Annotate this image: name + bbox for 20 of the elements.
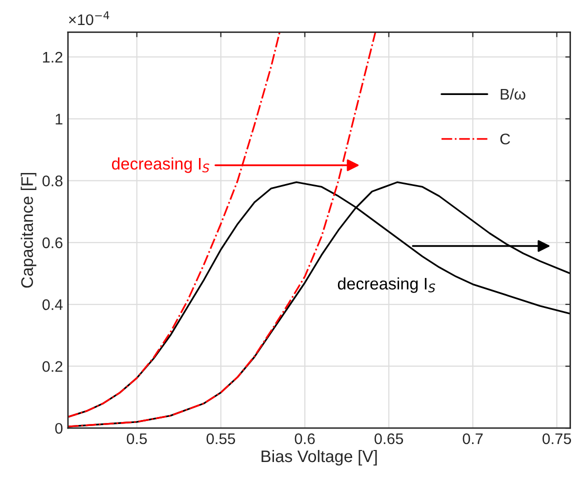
legend-label: B/ω [500, 88, 526, 100]
x-tick-label: 0.7 [462, 433, 483, 444]
x-tick-label: 0.65 [374, 433, 404, 444]
y-tick-label: 0.8 [42, 176, 62, 186]
y-axis-title: Capacitance [F] [20, 172, 36, 288]
y-tick-label: 0 [55, 422, 63, 434]
x-tick-label: 0.6 [294, 433, 315, 444]
y-tick-label: 0.4 [42, 299, 63, 310]
legend-label: C [500, 134, 510, 144]
y-tick-label: 0.6 [42, 237, 62, 248]
y-tick-label: 1.2 [43, 52, 62, 63]
x-tick-label: 0.5 [126, 433, 147, 444]
x-tick-label: 0.75 [542, 433, 572, 444]
x-tick-label: 0.55 [206, 433, 236, 444]
y-tick-label: 1 [56, 114, 62, 124]
y-tick-label: 0.2 [42, 361, 62, 372]
annotation: decreasing I$_{S}$ [338, 277, 436, 293]
x-axis-title: Bias Voltage [V] [262, 450, 377, 466]
text: ×10$^{−4}$ [69, 11, 110, 26]
annotation: decreasing I$_{S}$ [112, 157, 210, 173]
